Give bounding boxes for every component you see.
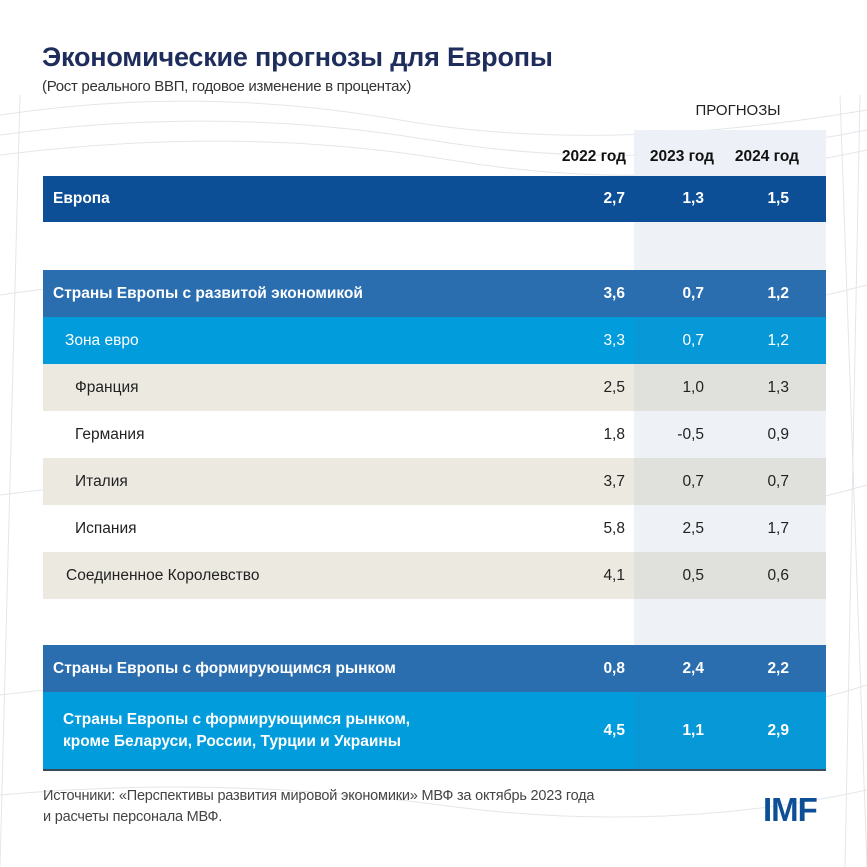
table-row-italy: Италия 3,7 0,7 0,7 (43, 458, 826, 505)
forecast-shade (634, 317, 826, 364)
row-label-line2: кроме Беларуси, России, Турции и Украины (63, 732, 402, 750)
row-label: Франция (75, 378, 139, 396)
gdp-forecast-table: Европа 2,7 1,3 1,5 Страны Европы с разви… (43, 176, 826, 771)
value-2023: -0,5 (677, 425, 704, 443)
value-2023: 0,7 (682, 284, 704, 302)
table-row-euro-area: Зона евро 3,3 0,7 1,2 (43, 317, 826, 364)
table-spacer-row (43, 222, 826, 270)
value-2024: 1,2 (767, 284, 789, 302)
column-header-2024: 2024 год (734, 148, 799, 165)
value-2022: 3,3 (603, 331, 625, 349)
imf-logo: IMF (763, 791, 818, 828)
value-2024: 1,7 (767, 519, 789, 537)
value-2023: 0,7 (682, 472, 704, 490)
value-2022: 3,6 (603, 284, 625, 302)
value-2024: 1,3 (767, 378, 789, 396)
value-2024: 2,2 (767, 659, 789, 677)
value-2022: 0,8 (603, 659, 625, 677)
value-2022: 5,8 (603, 519, 625, 537)
forecast-shade (634, 599, 826, 645)
table-row-spain: Испания 5,8 2,5 1,7 (43, 505, 826, 552)
table-row-emerging-europe-excl: Страны Европы с формирующимся рынком, кр… (43, 692, 826, 771)
value-2022: 4,5 (603, 721, 625, 739)
forecast-shade (634, 411, 826, 458)
value-2023: 0,7 (682, 331, 704, 349)
source-line1: Источники: «Перспективы развития мировой… (43, 788, 595, 804)
table-row-emerging-europe: Страны Европы с формирующимся рынком 0,8… (43, 645, 826, 692)
value-2022: 2,7 (603, 190, 625, 207)
value-2023: 0,5 (682, 566, 704, 584)
forecast-shade (634, 364, 826, 411)
forecast-shade (634, 552, 826, 599)
row-label: Соединенное Королевство (66, 566, 260, 584)
source-line2: и расчеты персонала МВФ. (43, 809, 223, 825)
value-2024: 2,9 (767, 721, 789, 739)
value-2024: 1,5 (767, 190, 789, 207)
value-2024: 0,9 (767, 425, 789, 443)
table-row-united-kingdom: Соединенное Королевство 4,1 0,5 0,6 (43, 552, 826, 599)
row-label: Европа (53, 190, 110, 207)
value-2023: 1,3 (682, 190, 704, 207)
table-row-advanced-europe: Страны Европы с развитой экономикой 3,6 … (43, 270, 826, 317)
value-2023: 1,0 (682, 378, 704, 396)
value-2022: 2,5 (603, 378, 625, 396)
column-header-2023: 2023 год (649, 148, 714, 165)
forecast-label: ПРОГНОЗЫ (695, 102, 781, 119)
row-label: Страны Европы с формирующимся рынком (53, 659, 396, 677)
column-header-2022: 2022 год (561, 148, 626, 165)
value-2024: 0,6 (767, 566, 789, 584)
table-row-germany: Германия 1,8 -0,5 0,9 (43, 411, 826, 458)
table-spacer-row (43, 599, 826, 645)
value-2024: 0,7 (767, 472, 789, 490)
value-2022: 3,7 (603, 472, 625, 490)
page-subtitle: (Рост реального ВВП, годовое изменение в… (42, 78, 412, 95)
source-note: Источники: «Перспективы развития мировой… (43, 786, 594, 828)
table-row-france: Франция 2,5 1,0 1,3 (43, 364, 826, 411)
value-2022: 1,8 (603, 425, 625, 443)
value-2023: 1,1 (682, 721, 704, 739)
table-row-europe: Европа 2,7 1,3 1,5 (43, 176, 826, 222)
value-2023: 2,5 (682, 519, 704, 537)
row-label: Испания (75, 519, 137, 537)
row-label: Германия (75, 425, 145, 443)
forecast-shade (634, 222, 826, 270)
value-2024: 1,2 (767, 331, 789, 349)
value-2023: 2,4 (682, 659, 704, 677)
row-label: Зона евро (65, 331, 139, 349)
value-2022: 4,1 (603, 566, 625, 584)
page-title: Экономические прогнозы для Европы (42, 42, 553, 72)
